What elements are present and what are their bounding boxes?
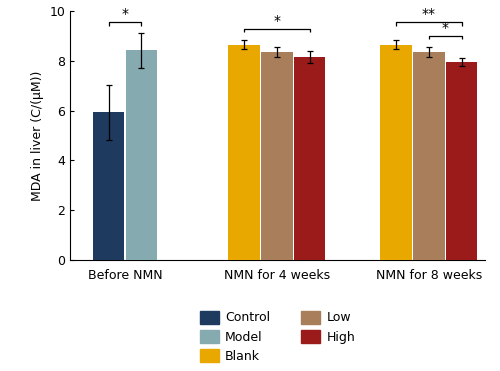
Bar xyxy=(413,52,444,260)
Text: *: * xyxy=(274,13,280,27)
Y-axis label: MDA in liver (C/(μM)): MDA in liver (C/(μM)) xyxy=(30,70,44,201)
Bar xyxy=(93,112,124,260)
Legend: Control, Model, Blank, Low, High: Control, Model, Blank, Low, High xyxy=(200,311,355,363)
Bar xyxy=(446,62,478,260)
Bar xyxy=(294,57,326,260)
Bar xyxy=(126,50,157,260)
Bar xyxy=(261,52,292,260)
Text: *: * xyxy=(122,7,128,21)
Text: **: ** xyxy=(422,7,436,21)
Bar xyxy=(380,45,412,260)
Bar xyxy=(228,45,260,260)
Text: *: * xyxy=(442,21,449,35)
